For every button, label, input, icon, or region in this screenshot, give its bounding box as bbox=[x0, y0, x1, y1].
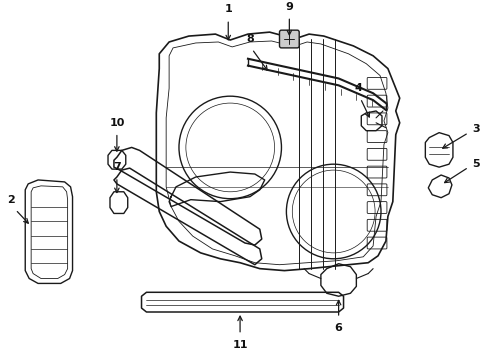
Text: 10: 10 bbox=[109, 118, 124, 128]
Text: 5: 5 bbox=[473, 159, 480, 169]
Text: 3: 3 bbox=[473, 124, 480, 134]
Text: 2: 2 bbox=[7, 195, 15, 204]
Text: 11: 11 bbox=[232, 339, 248, 350]
Text: 9: 9 bbox=[285, 3, 294, 12]
Text: 4: 4 bbox=[354, 83, 362, 93]
Text: 6: 6 bbox=[335, 323, 343, 333]
Text: 7: 7 bbox=[113, 162, 121, 172]
FancyBboxPatch shape bbox=[279, 30, 299, 48]
Text: 1: 1 bbox=[224, 4, 232, 14]
Text: 8: 8 bbox=[246, 34, 254, 44]
